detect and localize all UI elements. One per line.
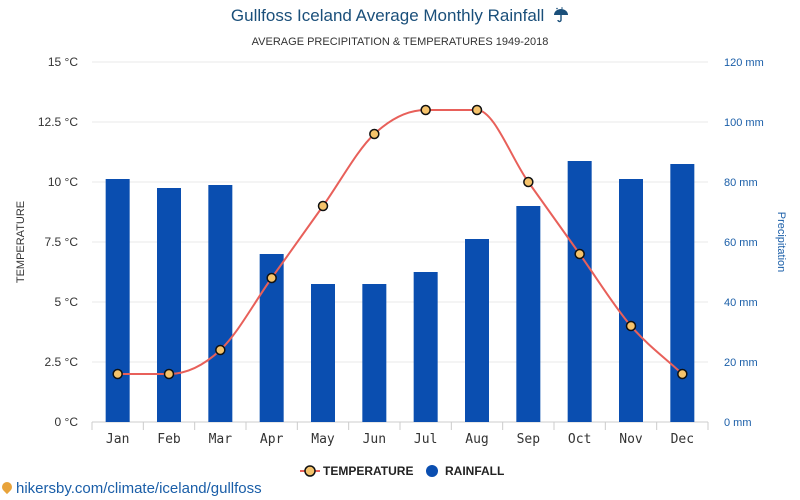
right-axis-ticks: 0 mm 20 mm 40 mm 60 mm 80 mm 100 mm 120 mm xyxy=(724,57,764,429)
temperature-point xyxy=(677,368,688,380)
y2-tick-label: 20 mm xyxy=(724,357,758,369)
rainfall-bars xyxy=(105,161,695,422)
legend-marker-temperature xyxy=(304,465,316,477)
y2-tick-label: 80 mm xyxy=(724,177,758,189)
rainfall-bar xyxy=(619,179,643,422)
temperature-point xyxy=(215,344,226,356)
rainfall-bar xyxy=(413,272,438,422)
x-tick-label: Aug xyxy=(465,432,488,447)
x-axis-ticks: Jan Feb Mar Apr May Jun Jul Aug Sep Oct Nov Dec xyxy=(91,422,709,447)
source-text: hikersby.com/climate/iceland/gullfoss xyxy=(16,480,262,497)
temperature-point xyxy=(112,368,123,380)
source-link[interactable]: hikersby.com/climate/iceland/gullfoss xyxy=(0,479,262,497)
y2-tick-label: 40 mm xyxy=(724,297,758,309)
y-tick-label: 10 °C xyxy=(48,175,78,189)
y-tick-label: 0 °C xyxy=(55,415,79,429)
x-tick-label: Oct xyxy=(568,432,591,447)
rainfall-bar xyxy=(105,179,130,422)
legend-label-temperature: TEMPERATURE xyxy=(323,464,413,478)
y-tick-label: 15 °C xyxy=(48,55,78,69)
y-tick-label: 5 °C xyxy=(55,295,79,309)
rainfall-bar xyxy=(208,185,233,422)
y2-tick-label: 0 mm xyxy=(724,417,752,429)
temperature-point xyxy=(163,368,175,380)
y2-axis-label: Precipitation xyxy=(775,212,787,273)
rainfall-bar xyxy=(311,284,335,422)
temperature-point xyxy=(369,128,380,140)
temperature-point xyxy=(317,200,329,212)
temperature-points xyxy=(112,104,688,380)
y2-tick-label: 120 mm xyxy=(724,57,764,69)
map-pin-icon xyxy=(0,479,15,495)
x-tick-label: Jul xyxy=(414,432,437,447)
y-axis-label: TEMPERATURE xyxy=(15,201,27,283)
y2-tick-label: 60 mm xyxy=(724,237,758,249)
left-axis-ticks: 0 °C 2.5 °C 5 °C 7.5 °C 10 °C 12.5 °C 15 °C xyxy=(38,55,78,429)
temperature-point xyxy=(523,176,534,188)
x-tick-label: May xyxy=(311,432,335,447)
x-tick-label: Nov xyxy=(619,432,643,447)
y2-tick-label: 100 mm xyxy=(724,117,764,129)
chart-subtitle: AVERAGE PRECIPITATION & TEMPERATURES 194… xyxy=(251,36,549,48)
x-tick-label: Sep xyxy=(517,432,541,447)
x-tick-label: Jun xyxy=(363,432,386,447)
temperature-point xyxy=(420,104,431,116)
temperature-point xyxy=(266,272,277,284)
y-tick-label: 7.5 °C xyxy=(45,235,79,249)
rainfall-bar xyxy=(362,284,387,422)
rainfall-bar xyxy=(516,206,541,422)
y-tick-label: 12.5 °C xyxy=(38,115,78,129)
legend-marker-rainfall xyxy=(426,465,438,477)
x-tick-label: Jan xyxy=(106,432,129,447)
legend-label-rainfall: RAINFALL xyxy=(445,464,504,478)
rainfall-bar xyxy=(567,161,592,422)
temperature-point xyxy=(625,320,637,332)
chart-title: Gullfoss Iceland Average Monthly Rainfal… xyxy=(0,6,800,28)
rainfall-bar xyxy=(465,239,489,422)
rainfall-bar xyxy=(670,164,695,422)
rainfall-bar xyxy=(157,188,181,422)
y-tick-label: 2.5 °C xyxy=(45,355,79,369)
x-tick-label: Feb xyxy=(157,432,181,447)
x-tick-label: Apr xyxy=(260,432,284,447)
chart-title-text: Gullfoss Iceland Average Monthly Rainfal… xyxy=(230,6,545,25)
x-tick-label: Dec xyxy=(671,432,694,447)
legend: TEMPERATURE RAINFALL xyxy=(300,464,504,478)
temperature-point xyxy=(471,104,483,116)
x-tick-label: Mar xyxy=(209,432,233,447)
temperature-point xyxy=(574,248,585,260)
umbrella-rain-icon xyxy=(553,7,569,28)
